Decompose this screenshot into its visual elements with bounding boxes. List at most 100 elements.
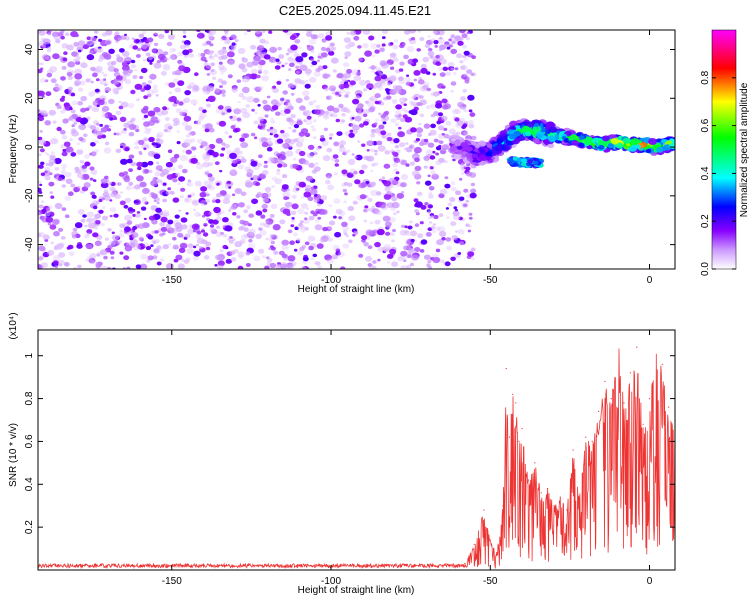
noise-speckle [50, 78, 57, 84]
noise-speckle [47, 32, 52, 36]
noise-speckle [93, 205, 98, 210]
noise-speckle [49, 224, 57, 230]
noise-speckle [61, 184, 67, 188]
noise-speckle [285, 52, 290, 56]
noise-speckle [219, 66, 227, 73]
noise-speckle [123, 176, 131, 183]
noise-speckle [221, 54, 228, 60]
noise-speckle [38, 264, 43, 269]
noise-speckle [130, 89, 136, 95]
noise-speckle [432, 72, 437, 76]
noise-speckle [383, 163, 391, 169]
noise-speckle [349, 30, 357, 36]
noise-speckle [152, 84, 158, 89]
signal-blob [597, 145, 605, 150]
noise-speckle [411, 254, 419, 261]
noise-speckle [193, 245, 197, 249]
noise-speckle [140, 43, 149, 49]
noise-speckle [179, 154, 188, 162]
noise-speckle [328, 111, 336, 118]
noise-speckle [445, 71, 452, 76]
noise-speckle [128, 154, 135, 159]
noise-speckle [246, 231, 255, 238]
noise-speckle [108, 186, 114, 191]
colorbar: 0.00.20.40.60.8 Normalized spectral ampl… [700, 29, 750, 276]
noise-speckle [45, 91, 52, 97]
noise-speckle [78, 136, 84, 142]
noise-speckle [302, 218, 310, 224]
noise-speckle [362, 43, 369, 49]
spectrogram-frame [37, 29, 676, 270]
noise-speckle [153, 42, 159, 47]
noise-speckle [266, 146, 273, 152]
noise-speckle [348, 123, 354, 127]
colorbar-label: Normalized spectral amplitude [739, 82, 750, 217]
noise-speckle [399, 229, 408, 236]
noise-speckle [217, 264, 224, 269]
noise-speckle [389, 232, 394, 236]
noise-speckle [72, 227, 78, 232]
noise-speckle [104, 39, 113, 45]
signal-blob [461, 153, 467, 158]
noise-speckle [208, 30, 217, 36]
noise-speckle [299, 150, 306, 157]
noise-speckle [39, 130, 43, 133]
noise-speckle [393, 168, 398, 172]
noise-speckle [462, 123, 468, 128]
noise-speckle [282, 30, 289, 33]
noise-speckle [156, 201, 160, 205]
noise-speckle [210, 62, 215, 66]
noise-speckle [109, 117, 114, 121]
noise-speckle [333, 198, 341, 204]
snr-envelope-point [636, 346, 638, 348]
snr-envelope-point [441, 565, 444, 567]
noise-speckle [147, 37, 154, 43]
noise-speckle [69, 138, 73, 142]
noise-speckle [69, 148, 74, 153]
noise-speckle [403, 259, 407, 263]
noise-speckle [341, 221, 348, 227]
noise-speckle [80, 95, 88, 102]
noise-speckle [136, 47, 141, 52]
noise-speckle [92, 131, 100, 137]
noise-speckle [292, 114, 297, 118]
signal-blob [513, 130, 521, 137]
noise-speckle [284, 201, 293, 208]
noise-speckle [315, 104, 321, 109]
noise-speckle [48, 181, 55, 187]
noise-speckle [398, 68, 404, 72]
noise-speckle [52, 260, 59, 265]
noise-speckle [445, 207, 449, 210]
noise-speckle [412, 58, 419, 64]
noise-speckle [207, 34, 214, 39]
noise-speckle [323, 127, 328, 131]
noise-speckle [166, 226, 172, 231]
noise-speckle [44, 175, 51, 181]
noise-speckle [194, 180, 202, 187]
noise-speckle [425, 105, 431, 110]
noise-speckle [241, 158, 247, 163]
noise-speckle [183, 97, 191, 103]
noise-speckle [206, 169, 210, 173]
noise-speckle [49, 66, 58, 73]
noise-speckle [459, 60, 464, 64]
noise-speckle [93, 139, 100, 144]
noise-speckle [185, 257, 191, 262]
noise-speckle [128, 181, 134, 186]
noise-speckle [262, 208, 268, 213]
noise-speckle [98, 38, 103, 43]
noise-speckle [147, 150, 156, 157]
noise-speckle [66, 246, 71, 250]
noise-speckle [423, 138, 429, 143]
noise-speckle [306, 73, 311, 77]
noise-speckle [223, 193, 231, 200]
noise-speckle [454, 230, 459, 233]
noise-speckle [53, 86, 60, 92]
noise-speckle [172, 71, 178, 76]
noise-speckle [298, 223, 303, 227]
noise-speckle [284, 62, 288, 65]
noise-speckle [272, 85, 277, 89]
noise-speckle [202, 161, 210, 168]
noise-speckle [290, 113, 296, 118]
